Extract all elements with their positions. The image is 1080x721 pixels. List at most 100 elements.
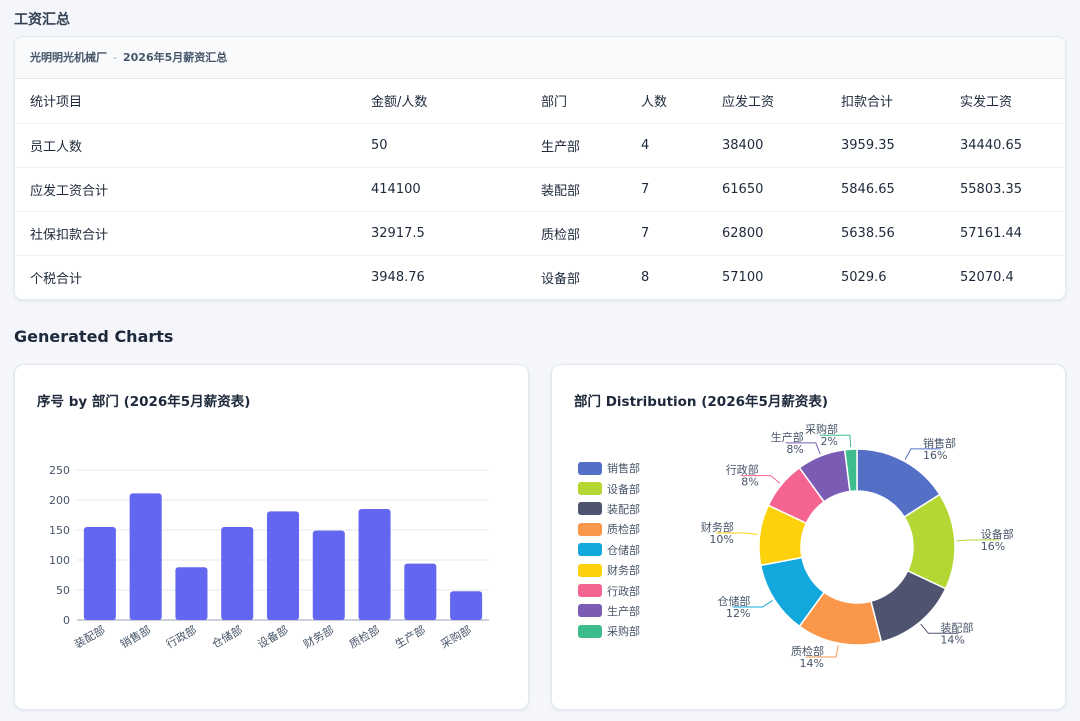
donut-slice[interactable]: [843, 448, 858, 493]
slice-percent: 2%: [821, 435, 838, 448]
label-leader-line: [904, 448, 941, 460]
slice-percent: 16%: [923, 449, 947, 462]
table-cell: 5638.56: [826, 211, 945, 256]
table-cell: 52070.4: [960, 269, 1014, 285]
bar-chart-card: 序号 by 部门 (2026年5月薪资表) 0 50 100 150 200 250 装配部…: [14, 364, 529, 710]
legend-item[interactable]: 生产部: [578, 601, 698, 621]
slice-label: 装配部: [940, 620, 973, 634]
slice-label: 行政部: [726, 463, 759, 477]
summary-table: 统计项目 金额/人数 部门 人数 应发工资 扣款合计 实发工资 员工人数 50 …: [15, 79, 1065, 299]
label-leader-line: [920, 623, 959, 634]
caption-period: 2026年5月薪资汇总: [122, 51, 228, 64]
column-header: 人数: [626, 79, 707, 124]
table-cell: 55803.35: [945, 167, 1065, 212]
y-tick-label: 50: [56, 584, 70, 597]
label-leader-line: [806, 645, 839, 658]
legend-label: 行政部: [607, 584, 640, 598]
legend-swatch: [578, 624, 602, 638]
bar[interactable]: [83, 527, 116, 620]
legend-label: 生产部: [607, 604, 640, 618]
bar-chart-title: 序号 by 部门 (2026年5月薪资表): [37, 394, 251, 410]
legend-item[interactable]: 采购部: [578, 621, 698, 641]
legend-item[interactable]: 装配部: [578, 499, 698, 519]
donut-chart: 销售部16%设备部16%装配部14%质检部14%仓储部12%财务部10%行政部8…: [701, 422, 1014, 670]
charts-section-title: Generated Charts: [14, 327, 174, 346]
y-tick-label: 250: [49, 464, 70, 477]
table-row: 个税合计 3948.76 设备部 8 57100 5029.6 52070.4: [15, 255, 1065, 299]
table-cell: 社保扣款合计: [15, 211, 356, 256]
legend-label: 采购部: [607, 625, 640, 639]
table-cell: 38400: [707, 123, 826, 168]
table-cell: 32917.5: [356, 211, 526, 256]
bar[interactable]: [129, 493, 162, 620]
bar[interactable]: [221, 527, 254, 620]
table-cell: 57161.44: [945, 211, 1065, 256]
bar[interactable]: [175, 567, 208, 620]
table-cell: 设备部: [541, 271, 581, 287]
legend-swatch: [578, 461, 602, 475]
slice-label: 仓储部: [717, 594, 750, 608]
table-cell: 62800: [707, 211, 826, 256]
legend-item[interactable]: 财务部: [578, 560, 698, 580]
table-cell: 3948.76: [371, 269, 425, 285]
legend-swatch: [578, 563, 602, 577]
legend-item[interactable]: 质检部: [578, 519, 698, 539]
slice-percent: 16%: [981, 540, 1005, 553]
legend-label: 质检部: [607, 523, 640, 537]
y-tick-label: 150: [49, 524, 70, 537]
x-tick-label: 装配部: [72, 622, 108, 651]
table-cell: 生产部: [526, 123, 626, 168]
table-row: 应发工资合计 414100 装配部 7 61650 5846.65 55803.…: [15, 167, 1065, 212]
table-cell: 34440.65: [945, 123, 1065, 168]
label-leader-line: [819, 434, 852, 448]
table-cell: 5846.65: [826, 167, 945, 212]
x-tick-label: 销售部: [118, 622, 154, 651]
slice-percent: 14%: [800, 657, 824, 670]
table-cell: 质检部: [526, 211, 626, 256]
legend-swatch: [578, 543, 602, 557]
column-header: 统计项目: [15, 79, 356, 124]
column-header: 部门: [526, 79, 626, 124]
bar[interactable]: [404, 563, 437, 620]
table-cell: 7: [626, 167, 707, 212]
y-tick-label: 200: [49, 494, 70, 507]
legend-swatch: [578, 584, 602, 598]
column-header: 金额/人数: [356, 79, 526, 124]
label-leader-line: [785, 442, 821, 455]
legend-item[interactable]: 销售部: [578, 458, 698, 478]
donut-legend: 销售部 设备部 装配部质检部仓储部财务部行政部生产部采购部: [578, 458, 698, 642]
legend-item[interactable]: 行政部: [578, 580, 698, 600]
legend-item[interactable]: 仓储部: [578, 540, 698, 560]
slice-percent: 14%: [940, 633, 964, 646]
table-cell: 61650: [707, 167, 826, 212]
bar-chart: 0 50 100 150 200 250 装配部 销售部 行政部 仓储部 设备部 财务部 质检部 生产部采…: [49, 464, 489, 651]
table-cell: 5029.6: [841, 269, 887, 285]
table-row: 社保扣款合计 32917.5 质检部 7 62800 5638.56 57161…: [15, 211, 1065, 256]
table-cell: 装配部: [526, 167, 626, 212]
y-tick-label: 0: [63, 614, 70, 627]
x-tick-label: 采购部: [438, 622, 474, 651]
donut-chart-title: 部门 Distribution (2026年5月薪资表): [574, 394, 829, 410]
legend-item[interactable]: 设备部: [578, 478, 698, 498]
table-cell: 7: [626, 211, 707, 256]
bar[interactable]: [312, 530, 345, 620]
table-cell: 414100: [356, 167, 526, 212]
table-cell: 4: [626, 123, 707, 168]
bar[interactable]: [358, 509, 391, 620]
donut-chart-card: 部门 Distribution (2026年5月薪资表) 销售部 设备部 装配部 质检…: [551, 364, 1066, 710]
salary-summary-card: 光明明光机械厂 -2026年5月薪资汇总 统计项目 金额/人数 部门 人数 应发工…: [14, 36, 1066, 300]
bar[interactable]: [450, 591, 483, 620]
table-header-row: 统计项目 金额/人数 部门 人数 应发工资 扣款合计 实发工资: [15, 79, 1065, 124]
legend-label: 仓储部: [607, 543, 640, 557]
slice-label: 财务部: [701, 520, 734, 534]
company-name: 光明明光机械厂: [30, 51, 107, 64]
label-leader-line: [956, 539, 999, 542]
x-tick-label: 仓储部: [209, 622, 245, 651]
bar[interactable]: [266, 511, 300, 620]
legend-swatch: [578, 482, 602, 496]
legend-label: 财务部: [607, 564, 640, 578]
table-row: 员工人数 50 生产部 4 38400 3959.35 34440.65: [15, 123, 1065, 168]
label-leader-line: [715, 532, 758, 535]
x-tick-label: 质检部: [346, 622, 382, 651]
slice-label: 生产部: [771, 430, 804, 444]
